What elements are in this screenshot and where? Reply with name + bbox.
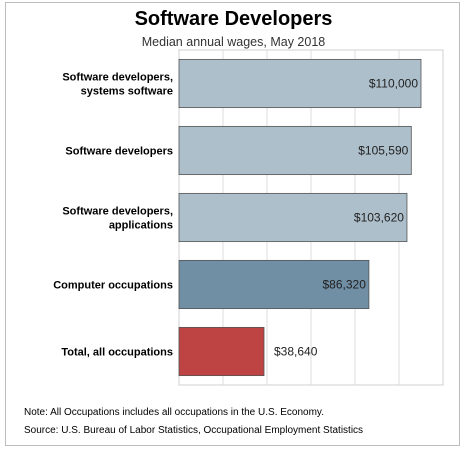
category-label: Computer occupations [53, 280, 173, 292]
chart-note: Note: All Occupations includes all occup… [24, 407, 324, 418]
category-label: Total, all occupations [61, 347, 173, 359]
bar [178, 58, 422, 109]
category-label: Software developers, [62, 206, 173, 218]
category-label: applications [109, 220, 173, 232]
category-label: Software developers, [62, 72, 173, 84]
chart-source: Source: U.S. Bureau of Labor Statistics,… [24, 425, 364, 436]
bar-value-label: $110,000 [369, 77, 418, 91]
chart-subtitle: Median annual wages, May 2018 [141, 35, 326, 49]
bar-value-label: $38,640 [274, 345, 318, 359]
bar [178, 125, 412, 176]
category-label: systems software [81, 86, 173, 98]
chart-title: Software Developers [134, 8, 333, 30]
bar [178, 192, 408, 243]
bar-value-label: $103,620 [354, 211, 404, 225]
bar [178, 326, 265, 377]
bar-value-label: $86,320 [323, 278, 367, 292]
bar-value-label: $105,590 [358, 144, 408, 158]
category-label: Software developers [65, 146, 173, 158]
bar [178, 259, 370, 310]
